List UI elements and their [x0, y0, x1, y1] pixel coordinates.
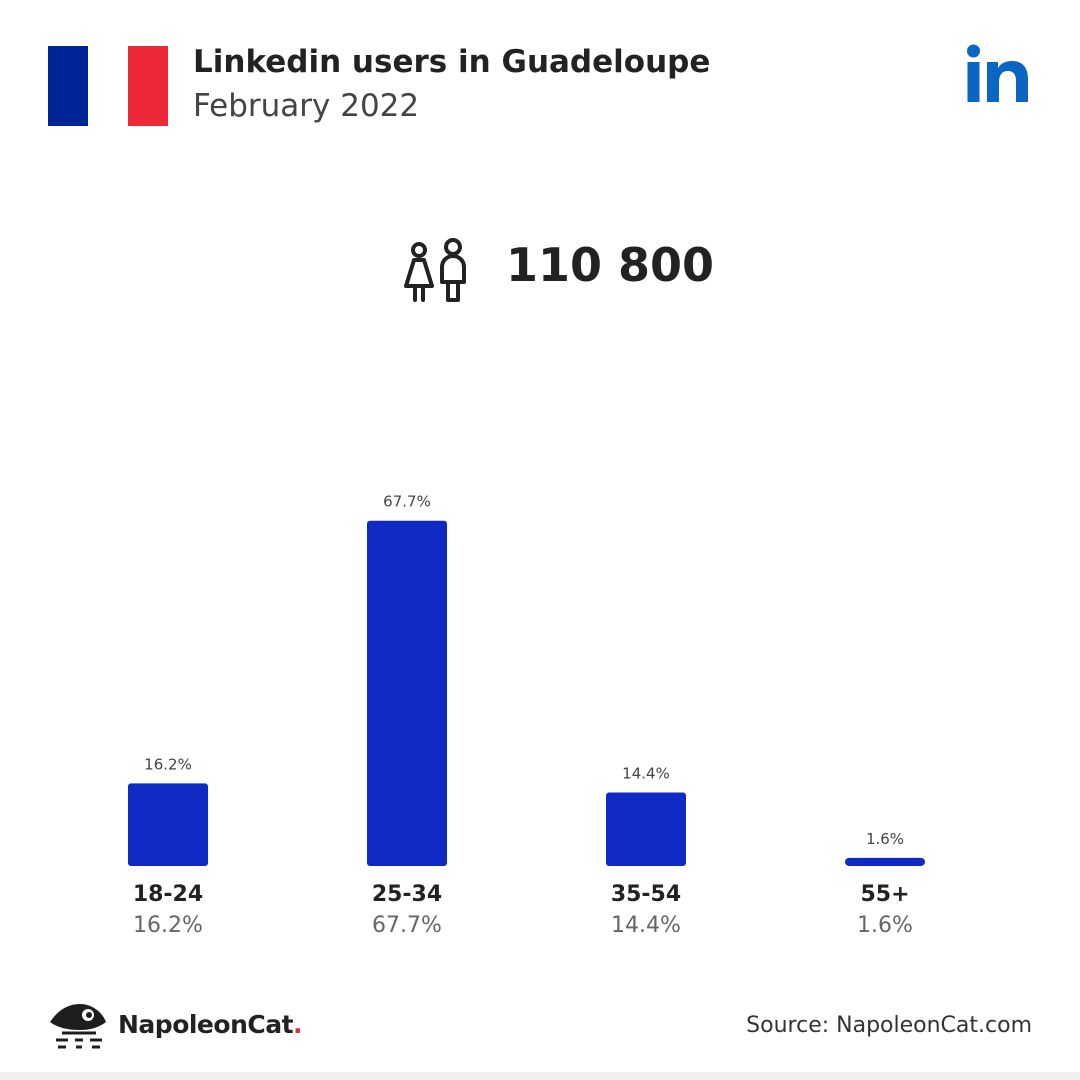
- bar-25-34: [367, 520, 447, 866]
- category-label: 25-34: [371, 882, 443, 907]
- flag-stripe-white: [88, 46, 128, 126]
- france-flag: [48, 46, 168, 126]
- bar-55+: [845, 857, 925, 866]
- chart-subtitle: February 2022: [193, 88, 420, 124]
- bar-35-54: [606, 792, 686, 866]
- flag-stripe-red: [128, 46, 168, 126]
- category-percent: 14.4%: [611, 913, 681, 938]
- category-35-54: 35-54 14.4%: [546, 882, 746, 938]
- category-55-plus: 55+ 1.6%: [785, 882, 985, 938]
- linkedin-icon: [967, 44, 1028, 102]
- source-note: Source: NapoleonCat.com: [746, 1013, 1032, 1038]
- bar-data-label: 1.6%: [866, 830, 904, 848]
- people-icon: [404, 238, 466, 302]
- flag-stripe-blue: [48, 46, 88, 126]
- bar-18-24: [128, 783, 208, 866]
- total-users-value: 110 800: [506, 238, 715, 292]
- bar-data-label: 67.7%: [383, 493, 431, 511]
- age-distribution-chart: 16.2% 67.7% 14.4% 1.6%: [128, 493, 925, 866]
- chart-title: Linkedin users in Guadeloupe: [193, 44, 711, 80]
- bar-data-label: 16.2%: [144, 755, 192, 773]
- category-label: 18-24: [132, 882, 204, 907]
- napoleoncat-logo-icon: [50, 1004, 106, 1049]
- bar-data-label: 14.4%: [622, 765, 670, 783]
- category-percent: 67.7%: [372, 913, 442, 938]
- category-percent: 16.2%: [133, 913, 203, 938]
- brand-name: NapoleonCat: [118, 1010, 294, 1039]
- brand-dot: .: [293, 1010, 303, 1039]
- napoleoncat-brand: NapoleonCat.: [118, 1010, 303, 1039]
- bottom-strip: [0, 1072, 1080, 1080]
- category-18-24: 18-24 16.2%: [68, 882, 268, 938]
- category-percent: 1.6%: [857, 913, 913, 938]
- category-25-34: 25-34 67.7%: [307, 882, 507, 938]
- category-label: 35-54: [610, 882, 682, 907]
- category-label: 55+: [860, 882, 910, 907]
